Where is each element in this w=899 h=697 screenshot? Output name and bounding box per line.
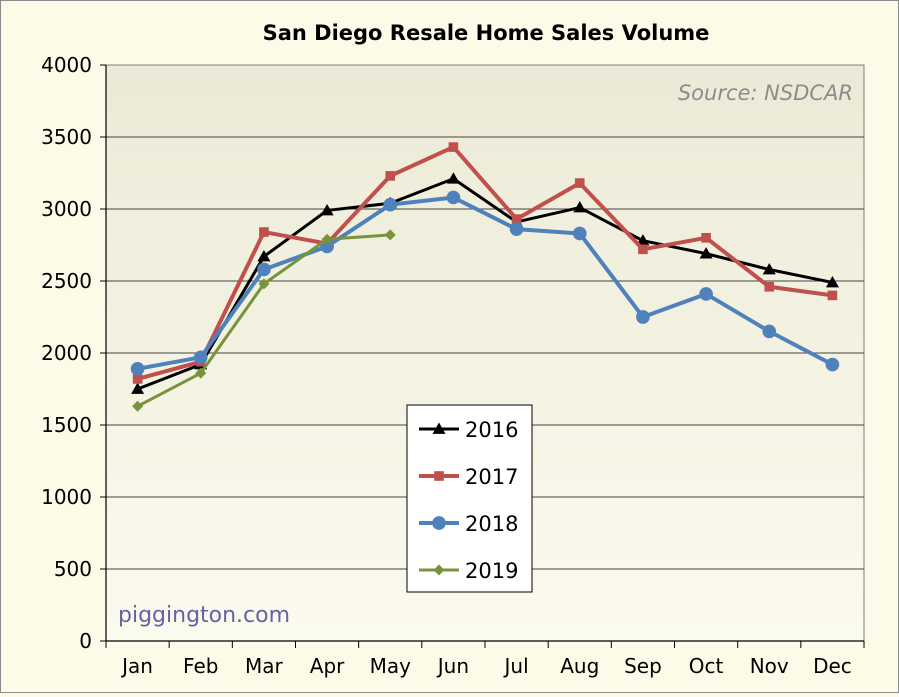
x-tick-label: Sep	[624, 654, 662, 678]
x-tick-label: Jan	[120, 654, 153, 678]
chart-title: San Diego Resale Home Sales Volume	[263, 21, 710, 45]
legend-label: 2016	[465, 418, 518, 442]
data-point	[762, 324, 777, 339]
legend-marker	[432, 516, 446, 530]
series-layer	[130, 142, 840, 412]
legend-marker	[433, 564, 445, 576]
data-point	[130, 362, 145, 376]
gridlines	[106, 136, 864, 570]
x-tick-label: Oct	[689, 654, 724, 678]
data-point	[638, 244, 648, 255]
data-point	[384, 229, 396, 241]
legend-marker	[432, 422, 446, 434]
data-point	[572, 226, 587, 241]
data-point	[321, 233, 333, 245]
data-point	[574, 178, 585, 188]
y-tick-label: 500	[54, 557, 92, 581]
legend-label: 2017	[465, 465, 518, 489]
data-point	[827, 290, 838, 301]
y-tick-label: 4000	[41, 53, 92, 77]
data-point	[383, 197, 398, 212]
series-line	[137, 195, 834, 371]
data-point	[636, 234, 650, 246]
series-line	[137, 177, 833, 391]
data-point	[257, 262, 271, 277]
data-point	[446, 172, 460, 184]
data-point	[320, 203, 334, 216]
data-point	[699, 247, 713, 259]
y-tick-label: 1000	[41, 485, 92, 509]
y-tick-label: 3500	[41, 125, 92, 149]
y-tick-label: 1500	[41, 413, 92, 437]
data-point	[258, 278, 270, 290]
x-tick-label: Feb	[183, 654, 218, 678]
legend-marker	[434, 471, 444, 481]
x-tick-label: Apr	[310, 654, 345, 678]
legend-label: 2019	[465, 559, 518, 583]
legend-box	[406, 404, 533, 593]
data-point	[385, 171, 396, 181]
data-point	[195, 367, 207, 379]
data-point	[193, 350, 208, 365]
data-point	[825, 357, 840, 372]
y-tick-label: 0	[79, 629, 92, 653]
data-point	[448, 142, 459, 152]
data-point	[509, 222, 524, 236]
data-point	[257, 250, 271, 262]
series-2018	[130, 190, 840, 376]
axes: 0 500 1000 1500 2000 2500 3000 3500 4000 Jan Feb Ma…	[41, 53, 865, 678]
watermark: piggington.com	[118, 603, 290, 628]
y-tick-label: 2000	[41, 341, 92, 365]
y-tick-label: 2500	[41, 269, 92, 293]
data-point	[699, 287, 713, 301]
data-point	[132, 400, 144, 412]
x-tick-label: Mar	[245, 654, 284, 678]
x-tick-label: May	[370, 654, 412, 678]
x-tick-label: Aug	[560, 654, 599, 678]
data-point	[636, 310, 650, 324]
data-point	[701, 233, 711, 243]
source-note: Source: NSDCAR	[678, 81, 853, 105]
x-tick-label: Jun	[436, 654, 469, 678]
data-point	[259, 227, 269, 237]
legend-item: 2018	[419, 512, 518, 536]
y-tick-label: 3000	[41, 197, 92, 221]
legend: 2016 2017 2018 2019	[406, 404, 533, 593]
data-point	[762, 262, 776, 275]
data-point	[446, 190, 461, 205]
x-tick-label: Jul	[503, 654, 529, 678]
data-point	[131, 382, 145, 394]
x-tick-label: Dec	[813, 654, 852, 678]
legend-item: 2017	[419, 465, 518, 489]
series-line	[137, 145, 833, 381]
legend-item: 2019	[419, 559, 518, 583]
data-point	[764, 281, 775, 292]
legend-label: 2018	[465, 512, 518, 536]
x-tick-label: Nov	[750, 654, 789, 678]
data-point	[825, 275, 839, 288]
series-2019	[132, 229, 396, 412]
data-point	[511, 214, 522, 224]
data-point	[132, 374, 143, 384]
data-point	[573, 201, 587, 213]
legend-item: 2016	[419, 418, 518, 442]
